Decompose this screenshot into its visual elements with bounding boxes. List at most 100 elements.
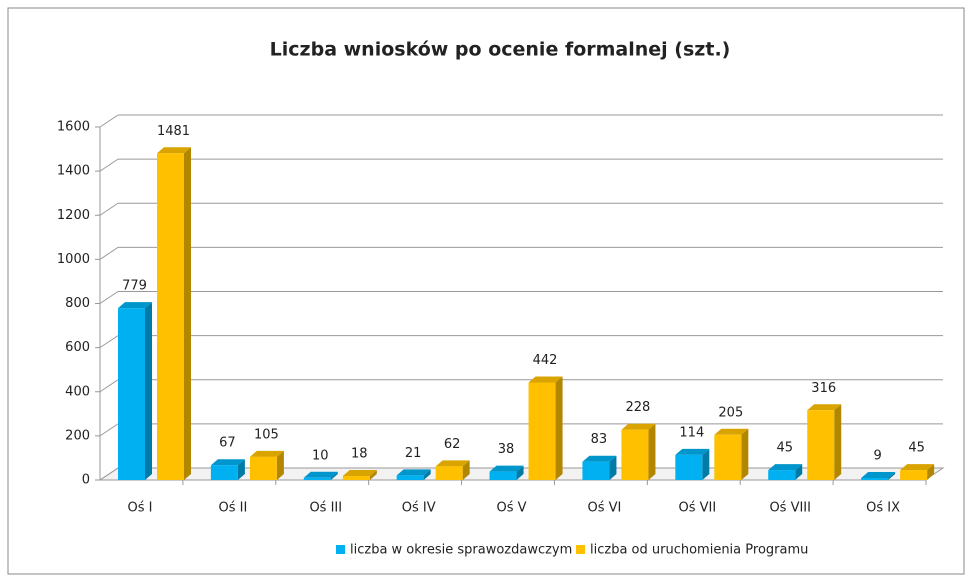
bar-top [249,450,284,457]
data-label: 442 [533,353,558,368]
bar-front [157,153,184,480]
bar-side [369,470,377,480]
y-tick-label: 1600 [57,120,90,135]
data-label: 62 [444,437,461,452]
x-tick-label: Oś IV [402,501,436,516]
bar-top [118,302,152,309]
bar-front [118,308,145,480]
bar-side [648,423,656,480]
bar-top [807,404,842,411]
bar-side [423,469,431,480]
bar-front [303,477,331,480]
data-label: 45 [908,441,925,456]
x-tick-label: Oś V [497,501,527,516]
bar-side [927,464,935,480]
bar-side [516,465,524,480]
bar-side [795,464,803,480]
bar-front [249,456,277,480]
bar [157,147,191,480]
data-label: 316 [811,381,836,396]
x-tick-label: Oś VIII [769,501,811,516]
x-tick-label: Oś VII [678,501,716,516]
data-label: 67 [219,436,236,451]
bar [435,460,470,480]
bar-top [210,459,245,466]
x-tick-label: Oś III [309,501,342,516]
grid-line-side [99,114,119,128]
data-label: 9 [873,449,881,464]
grid-line-side [99,423,119,437]
bar-top [861,472,896,479]
grid-line-side [99,291,119,304]
data-label: 83 [591,432,608,447]
y-tick-label: 200 [65,428,90,443]
bar-top [528,376,563,383]
bar-front [528,382,556,480]
data-label: 45 [776,441,793,456]
bar-top [435,460,470,467]
bar-side [276,450,284,480]
bar [303,471,338,480]
bar-top [714,428,749,435]
bar [900,464,935,480]
data-label: 205 [718,405,743,420]
bar-top [900,464,935,471]
grid-line-side [99,335,119,349]
data-label: 1481 [157,124,190,139]
data-label: 10 [312,448,329,463]
bar [528,376,563,480]
y-tick-label: 1200 [57,208,90,223]
y-tick-label: 1000 [57,252,90,267]
data-label: 18 [351,447,368,462]
bar-front [489,471,517,480]
bar-top [582,455,617,462]
chart-title: Liczba wniosków po ocenie formalnej (szt… [270,39,731,61]
bar-top [768,464,803,471]
legend-swatch [336,545,345,554]
y-tick-label: 800 [65,296,90,311]
bar-front [861,478,889,480]
bar-top [621,423,656,430]
bar-side [330,471,338,480]
bar-front [621,429,649,480]
data-label: 21 [405,446,422,461]
bar-top [157,147,191,154]
bar [768,464,803,480]
bar-front [714,434,742,480]
bar-side [555,376,563,480]
grid-line-side [99,379,119,393]
bar [396,469,431,480]
y-tick-label: 600 [65,340,90,355]
bar-side [609,455,617,480]
bar-front [768,470,796,480]
data-label: 779 [122,279,147,294]
bar-top [303,471,338,478]
bar-side [741,428,749,480]
bar-side [145,302,152,480]
bar [342,470,377,480]
data-label: 38 [498,442,515,457]
y-tick-label: 0 [82,473,90,488]
data-label: 228 [626,400,651,415]
bar-front [807,410,835,480]
legend-swatch [576,545,585,554]
bar-top [489,465,524,472]
bar-top [396,469,431,476]
bar-front [900,470,928,480]
grid-line-side [99,467,119,481]
x-tick-label: Oś I [128,501,153,516]
bar [675,448,710,480]
bar-side [888,472,896,480]
x-tick-label: Oś IX [866,501,900,516]
legend-label: liczba od uruchomienia Programu [590,543,808,558]
bar [249,450,284,480]
y-tick-label: 400 [65,384,90,399]
x-tick-label: Oś II [218,501,247,516]
bar [621,423,656,480]
bar-top [675,448,710,455]
data-label: 105 [254,427,279,442]
bar-front [210,465,238,480]
y-tick-label: 1400 [57,164,90,179]
x-tick-label: Oś VI [588,501,622,516]
